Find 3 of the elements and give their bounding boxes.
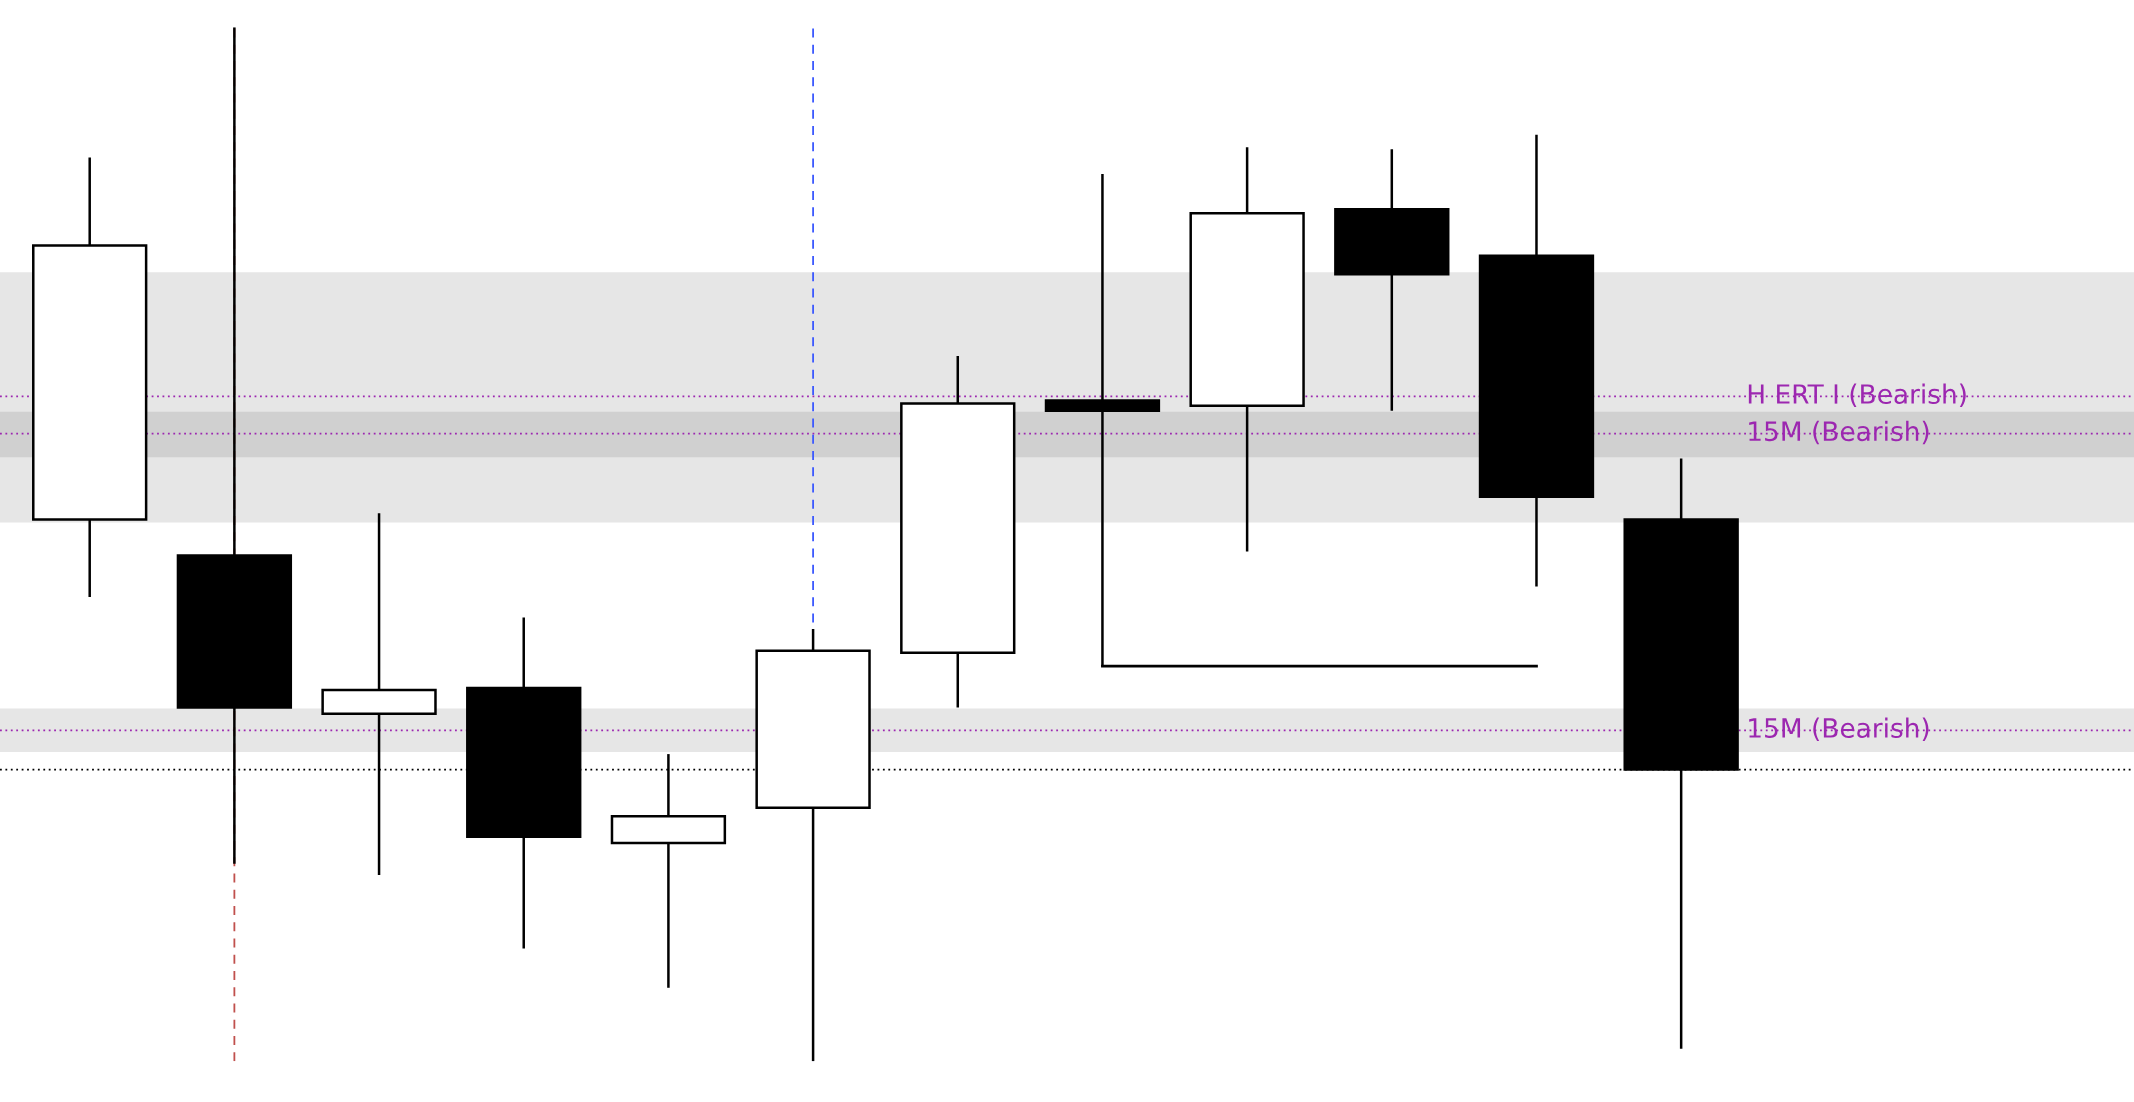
ref-line-label: 15M (Bearish) [1749, 420, 1929, 445]
ref-line-label: 15M (Bearish) [1749, 717, 1929, 742]
ref-line-label: H ERT I (Bearish) [1748, 383, 1966, 408]
